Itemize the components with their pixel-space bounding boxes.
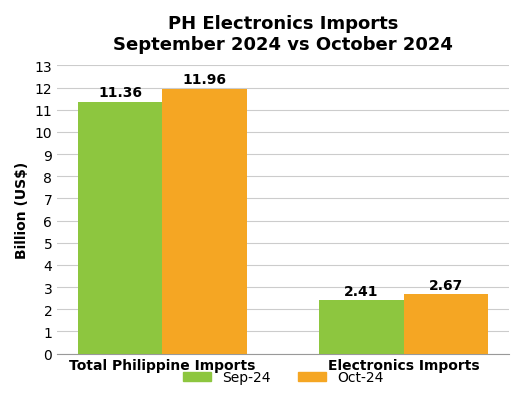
Bar (78, 103, 162, 354)
Legend: Sep-24, Oct-24: Sep-24, Oct-24 (177, 365, 389, 390)
Bar (162, 89, 247, 354)
Text: 2.41: 2.41 (344, 284, 379, 298)
Text: 11.96: 11.96 (182, 73, 226, 87)
Bar (404, 295, 488, 354)
Text: 2.67: 2.67 (429, 278, 463, 292)
Bar (319, 301, 404, 354)
Y-axis label: Billion (US$): Billion (US$) (15, 162, 29, 258)
Title: PH Electronics Imports
September 2024 vs October 2024: PH Electronics Imports September 2024 vs… (113, 15, 453, 54)
Text: 11.36: 11.36 (98, 86, 142, 100)
